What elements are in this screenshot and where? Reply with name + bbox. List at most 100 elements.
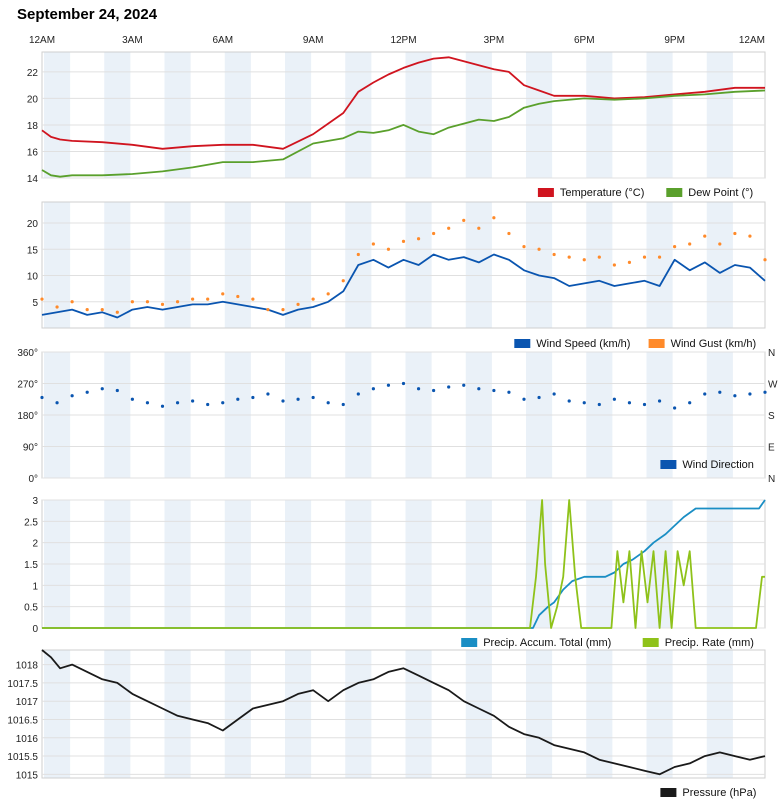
data-point (642, 255, 647, 259)
y-tick-label: 18 (27, 121, 39, 132)
time-axis-label: 6AM (212, 35, 233, 46)
data-point (145, 401, 150, 405)
data-point (281, 399, 285, 403)
legend-label: Dew Point (°) (688, 187, 753, 199)
legend-swatch (642, 638, 659, 647)
hour-band (345, 52, 372, 178)
data-point (537, 247, 541, 251)
data-point (296, 302, 300, 306)
data-point (673, 406, 677, 410)
data-point (567, 255, 571, 259)
data-point (688, 242, 692, 246)
data-point (718, 242, 722, 246)
data-point (673, 245, 677, 249)
data-point (266, 308, 270, 312)
data-point (236, 397, 240, 401)
data-point (688, 401, 692, 405)
right-tick-label: S (768, 411, 775, 422)
data-point (130, 300, 134, 304)
hour-band (646, 52, 673, 178)
y-tick-label: 1015 (16, 770, 39, 781)
y-tick-label: 360° (17, 348, 38, 359)
data-point (191, 399, 195, 403)
legend-label: Pressure (hPa) (682, 787, 756, 799)
data-point (145, 300, 150, 304)
hour-band (285, 650, 312, 778)
series-line (41, 56, 765, 150)
series-line (41, 649, 766, 776)
y-tick-label: 1015.5 (7, 752, 38, 763)
data-point (40, 395, 44, 400)
data-point (70, 394, 74, 398)
legend-label: Wind Direction (682, 459, 754, 471)
data-point (733, 394, 737, 398)
time-axis-label: 6PM (574, 35, 595, 46)
data-point (748, 234, 752, 238)
data-point (627, 260, 632, 264)
data-point (175, 401, 180, 405)
data-point (371, 387, 375, 391)
hour-band (224, 52, 251, 178)
hour-band (44, 650, 71, 778)
y-tick-label: 1016.5 (7, 715, 38, 726)
data-point (612, 263, 616, 267)
hour-band (586, 52, 613, 178)
y-tick-label: 0 (32, 624, 38, 635)
y-tick-label: 1017 (16, 697, 39, 708)
data-point (627, 401, 632, 405)
y-tick-label: 20 (27, 219, 39, 230)
data-point (462, 383, 466, 387)
data-point (326, 292, 330, 296)
data-point (522, 245, 526, 249)
data-point (55, 305, 59, 309)
hour-band (465, 52, 492, 178)
series-line (42, 499, 766, 629)
hour-band (164, 650, 191, 778)
hour-band (706, 52, 733, 178)
time-axis-label: 9PM (664, 35, 685, 46)
data-point (160, 302, 165, 306)
hour-band (706, 650, 733, 778)
y-tick-label: 1 (32, 581, 38, 592)
page-title: September 24, 2024 (17, 6, 158, 23)
data-point (703, 234, 707, 238)
y-tick-label: 3 (32, 496, 38, 507)
legend-swatch (666, 188, 683, 197)
legend-label: Precip. Rate (mm) (665, 637, 754, 649)
hour-band (104, 650, 131, 778)
time-axis-label: 3PM (484, 35, 505, 46)
data-point (221, 401, 225, 405)
y-tick-label: 180° (17, 411, 38, 422)
data-point (733, 231, 737, 236)
legend-swatch (648, 339, 665, 348)
time-axis-label: 12PM (390, 35, 416, 46)
data-point (522, 397, 526, 401)
time-axis-label: 3AM (122, 35, 143, 46)
legend-label: Precip. Accum. Total (mm) (483, 637, 611, 649)
hour-band (405, 52, 432, 178)
data-point (386, 247, 391, 251)
legend-label: Temperature (°C) (560, 187, 644, 199)
data-point (492, 388, 496, 393)
data-point (657, 399, 662, 403)
hour-band (586, 202, 613, 328)
hour-band (44, 52, 71, 178)
data-point (552, 392, 556, 396)
data-point (100, 387, 104, 391)
data-point (748, 392, 752, 396)
data-point (477, 226, 481, 230)
data-point (386, 383, 391, 387)
data-point (597, 255, 601, 259)
data-point (612, 397, 616, 401)
data-point (85, 308, 89, 312)
data-point (311, 297, 315, 301)
hour-band (646, 650, 673, 778)
data-point (191, 297, 195, 301)
legend-swatch (660, 460, 677, 469)
series-line (41, 89, 766, 178)
legend-label: Wind Gust (km/h) (671, 338, 757, 350)
y-tick-label: 16 (27, 147, 39, 158)
y-tick-label: 1017.5 (7, 679, 38, 690)
right-tick-label: W (768, 380, 778, 391)
panel-frame (41, 649, 766, 779)
